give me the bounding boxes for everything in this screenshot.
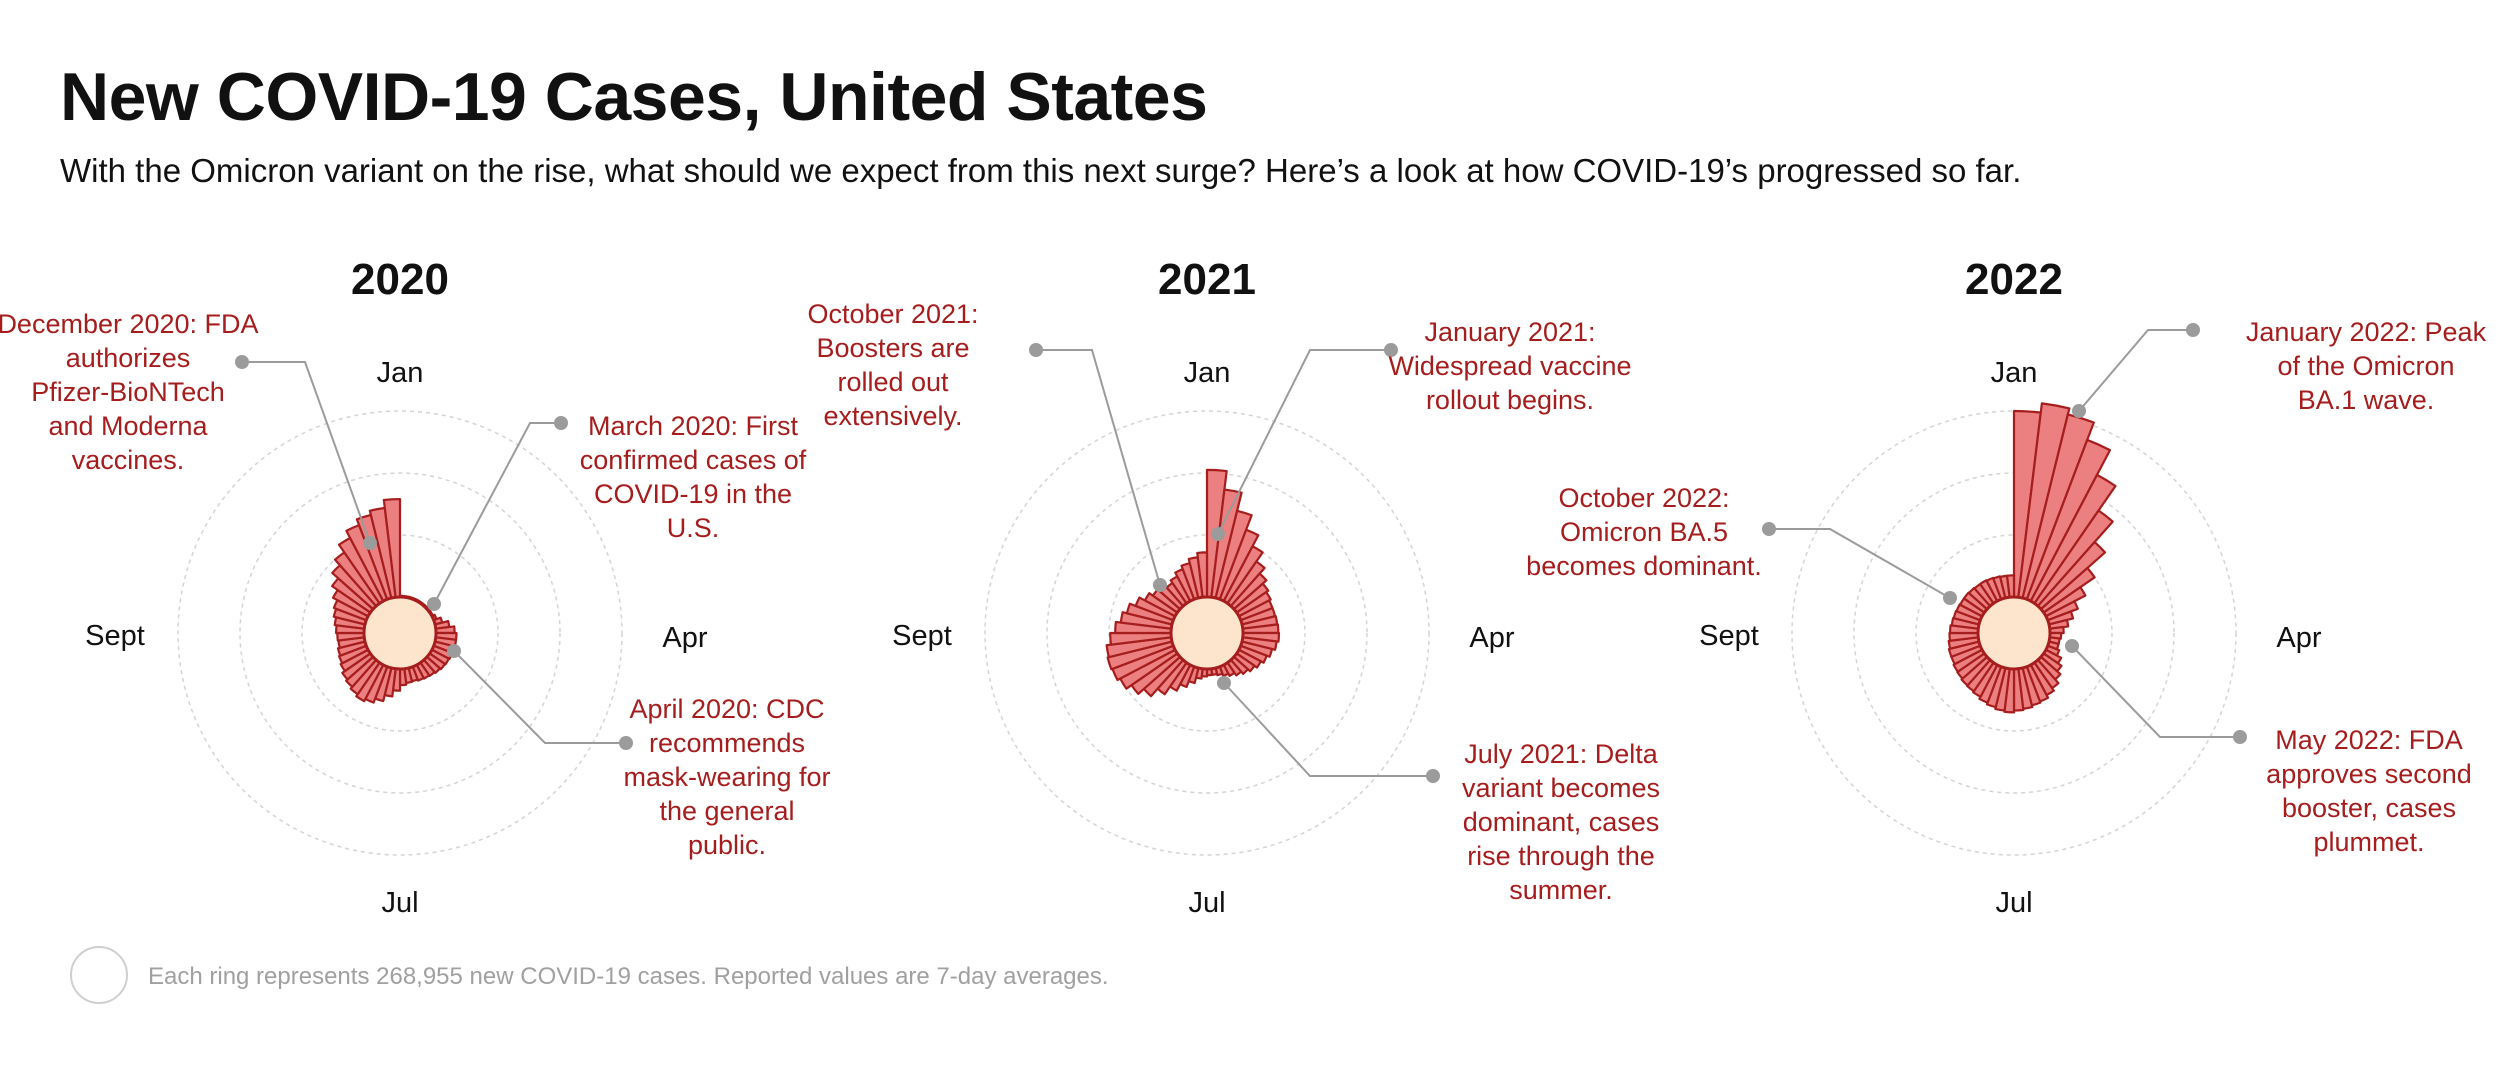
center-disc (362, 595, 438, 671)
annotation-dot (1384, 343, 1398, 357)
center-disc (1976, 595, 2052, 671)
legend-ring-icon (70, 946, 128, 1004)
page-subtitle: With the Omicron variant on the rise, wh… (60, 152, 2022, 189)
reference-ring (1108, 534, 1306, 732)
month-label-jan: Jan (1991, 357, 2038, 389)
month-label-jul: Jul (1995, 887, 2032, 919)
chart-title: 2022 (1965, 255, 2063, 304)
month-label-jan: Jan (1184, 357, 1231, 389)
annotation-text: October 2022: Omicron BA.5 becomes dominan… (1526, 483, 1762, 581)
annotation-dot (2233, 730, 2247, 744)
month-label-apr: Apr (662, 622, 707, 654)
annotation-leader-line (1769, 528, 1951, 599)
annotation-dot (554, 416, 568, 430)
chart-title: 2020 (351, 255, 449, 304)
reference-ring (1791, 410, 2237, 856)
radial-chart-2020: 2020 Jan Apr Jul Sept December 2020: FDA autho… (0, 255, 831, 919)
annotation-text: October 2021: Boosters are rolled out exten… (807, 299, 978, 431)
footnote: Each ring represents 268,955 new COVID-1… (148, 963, 1109, 990)
month-label-sept: Sept (85, 620, 145, 652)
annotation-dot (1217, 676, 1231, 690)
annotation-dot (1211, 527, 1225, 541)
annotation-leader-line (242, 361, 371, 544)
annotation-dot (1943, 591, 1957, 605)
center-disc (1169, 595, 1245, 671)
month-label-sept: Sept (1699, 620, 1759, 652)
annotation-text: January 2022: Peak of the Omicron BA.1 wav… (2246, 317, 2487, 415)
month-label-apr: Apr (1469, 622, 1514, 654)
radial-chart-2021: 2021 Jan Apr Jul Sept October 2021: Boosters a… (807, 255, 1660, 919)
annotation-dot (447, 644, 461, 658)
annotation-dot (2072, 404, 2086, 418)
reference-ring (177, 410, 623, 856)
annotation-dot (1029, 343, 1043, 357)
annotation-text: July 2021: Delta variant becomes dominant,… (1462, 739, 1660, 905)
month-label-sept: Sept (892, 620, 952, 652)
annotation-leader-line (453, 650, 626, 744)
chart-title: 2021 (1158, 255, 1256, 304)
annotation-dot (2186, 323, 2200, 337)
annotation-dot (1762, 522, 1776, 536)
annotation-text: April 2020: CDC recommends mask-wearing fo… (623, 694, 830, 860)
annotation-text: December 2020: FDA authorizes Pfizer-BioNT… (0, 309, 259, 475)
month-label-jan: Jan (377, 357, 424, 389)
annotation-leader-line (1223, 682, 1433, 777)
annotation-dot (235, 355, 249, 369)
annotation-text: March 2020: First confirmed cases of COVID… (580, 411, 807, 543)
annotation-text: May 2022: FDA approves second booster, cas… (2266, 725, 2472, 857)
annotation-leader-line (2071, 645, 2240, 738)
month-label-jul: Jul (381, 887, 418, 919)
reference-ring (1915, 534, 2113, 732)
page-title: New COVID-19 Cases, United States (60, 59, 1208, 135)
annotation-dot (427, 597, 441, 611)
annotation-leader-line (1217, 349, 1391, 535)
annotation-leader-line (1036, 349, 1161, 586)
annotation-dot (1426, 769, 1440, 783)
annotation-dot (363, 536, 377, 550)
reference-ring (239, 472, 561, 794)
month-label-apr: Apr (2276, 622, 2321, 654)
annotation-leader-line (2078, 329, 2193, 412)
reference-ring (984, 410, 1430, 856)
annotation-dot (619, 736, 633, 750)
month-label-jul: Jul (1188, 887, 1225, 919)
annotation-text: January 2021: Widespread vaccine rollout b… (1388, 317, 1631, 415)
radial-chart-2022: 2022 Jan Apr Jul Sept January 2022: Peak of th… (1526, 255, 2486, 919)
annotation-dot (1153, 578, 1167, 592)
reference-ring (301, 534, 499, 732)
annotation-leader-line (433, 422, 561, 605)
annotation-dot (2065, 639, 2079, 653)
